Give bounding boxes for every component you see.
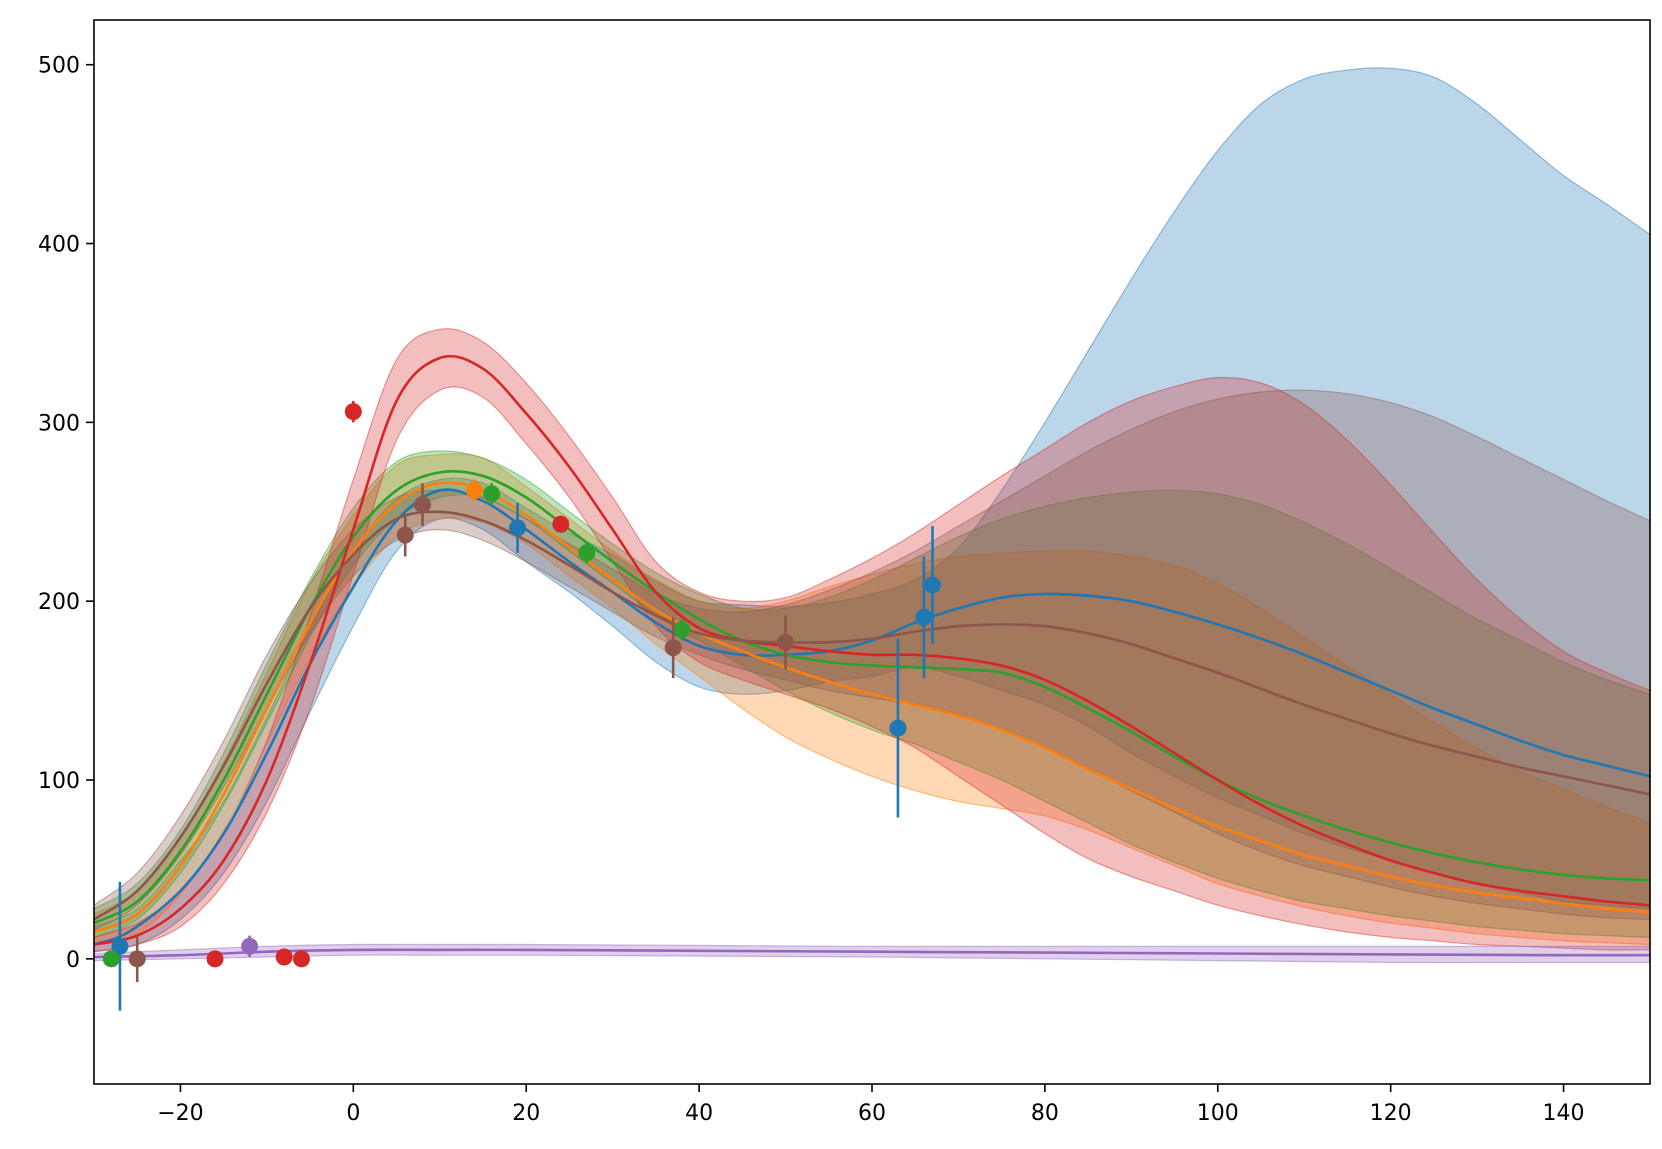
data-point-series-3-3 <box>275 948 293 966</box>
data-point-series-4-0 <box>241 935 259 958</box>
mean-line-series-3 <box>94 354 1650 946</box>
data-point-series-2-0 <box>102 950 120 968</box>
y-tick-label: 0 <box>66 948 80 973</box>
mean-line-series-2 <box>94 470 1650 925</box>
data-point-series-5-3 <box>664 617 682 679</box>
x-axis: −20 0 20 40 60 80 100 120 140 <box>157 1084 1585 1126</box>
data-point-series-2-2 <box>578 542 596 564</box>
data-point-series-0-2 <box>889 638 907 818</box>
y-tick-label: 200 <box>38 590 80 615</box>
y-tick-label: 400 <box>38 233 80 258</box>
mean-line-series-5 <box>94 510 1650 921</box>
x-tick-label: 80 <box>1031 1101 1059 1126</box>
data-point-series-0-3 <box>915 556 933 679</box>
band-series-1 <box>94 453 1650 946</box>
band-series-0 <box>94 67 1650 953</box>
data-point-series-0-1 <box>509 502 527 553</box>
data-point-series-2-3 <box>673 619 691 641</box>
y-axis: 0 100 200 300 400 500 <box>38 54 94 973</box>
x-tick-label: −20 <box>157 1101 203 1126</box>
mean-line-series-1 <box>94 481 1650 934</box>
data-point-series-5-1 <box>396 513 414 557</box>
y-tick-label: 300 <box>38 411 80 436</box>
data-point-series-3-4 <box>292 950 310 968</box>
data-point-series-5-4 <box>777 615 795 670</box>
y-tick-label: 100 <box>38 769 80 794</box>
mean-line-series-4 <box>94 948 1650 959</box>
data-point-series-5-0 <box>128 935 146 983</box>
data-point-series-2-1 <box>483 483 501 505</box>
x-tick-label: 0 <box>346 1101 360 1126</box>
data-point-series-1-0 <box>465 479 483 502</box>
x-tick-label: 100 <box>1197 1101 1239 1126</box>
x-tick-label: 120 <box>1370 1101 1412 1126</box>
data-point-series-5-2 <box>413 483 431 527</box>
data-point-series-0-4 <box>924 526 942 645</box>
data-point-series-3-2 <box>206 950 224 968</box>
y-tick-label: 500 <box>38 54 80 79</box>
x-tick-label: 140 <box>1543 1101 1585 1126</box>
x-tick-label: 60 <box>858 1101 886 1126</box>
x-tick-label: 40 <box>685 1101 713 1126</box>
data-point-series-3-0 <box>344 400 362 423</box>
data-point-series-3-1 <box>552 515 570 533</box>
data-point-series-0-0 <box>111 881 129 1011</box>
mean-line-series-0 <box>94 488 1650 946</box>
mean-lines <box>94 354 1650 959</box>
x-tick-label: 20 <box>512 1101 540 1126</box>
observed-points <box>102 400 942 1011</box>
